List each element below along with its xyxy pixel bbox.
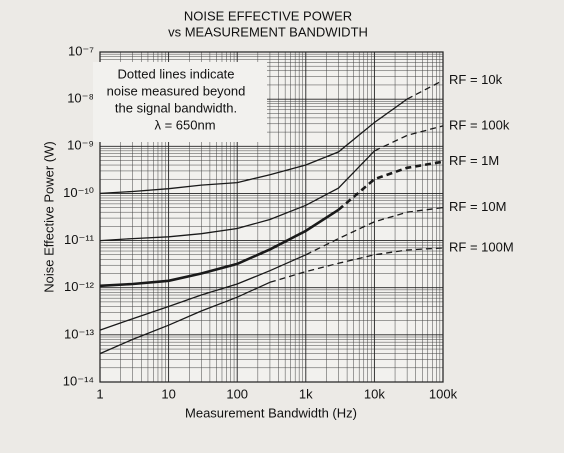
x-axis-label: Measurement Bandwidth (Hz): [185, 405, 357, 420]
y-tick-label: 10⁻⁷: [68, 43, 94, 58]
chart-subtitle: vs MEASUREMENT BANDWIDTH: [168, 24, 368, 39]
series-label: RF = 10k: [449, 72, 503, 87]
annotation: λ = 650nm: [154, 117, 215, 132]
y-tick-label: 10⁻⁹: [67, 138, 94, 153]
annotation-box: [93, 62, 267, 142]
y-tick-label: 10⁻¹²: [64, 279, 95, 294]
series-dotted-line: [374, 125, 444, 152]
series-line: [99, 98, 408, 195]
series-label: RF = 1M: [449, 153, 499, 168]
x-tick-label: 1k: [299, 386, 313, 401]
y-tick-label: 10⁻¹¹: [64, 232, 95, 247]
x-tick-label: 1: [96, 386, 103, 401]
series-line: [99, 150, 375, 242]
series-dotted-line: [269, 247, 444, 283]
x-tick-label: 100k: [429, 386, 458, 401]
series-line: [99, 281, 271, 355]
series-dotted-line: [305, 206, 444, 256]
annotation: Dotted lines indicate: [117, 66, 234, 81]
annotation: the signal bandwidth.: [115, 100, 237, 115]
y-tick-label: 10⁻¹⁰: [63, 185, 94, 200]
series-label: RF = 100k: [449, 117, 510, 132]
y-tick-label: 10⁻⁸: [67, 91, 94, 106]
series-dotted-line: [406, 79, 444, 100]
chart-title: NOISE EFFECTIVE POWER: [184, 8, 352, 23]
series-dotted-line: [337, 160, 444, 211]
series-line: [99, 254, 307, 331]
y-tick-label: 10⁻¹⁴: [63, 373, 94, 388]
x-tick-label: 10: [161, 386, 175, 401]
y-axis-label: Noise Effective Power (W): [41, 141, 56, 292]
y-tick-label: 10⁻¹³: [64, 326, 95, 341]
annotation: noise measured beyond: [107, 83, 246, 98]
series-label: RF = 10M: [449, 199, 506, 214]
x-tick-label: 10k: [364, 386, 385, 401]
series-label: RF = 100M: [449, 239, 514, 254]
series-line: [99, 208, 340, 288]
x-tick-label: 100: [226, 386, 248, 401]
